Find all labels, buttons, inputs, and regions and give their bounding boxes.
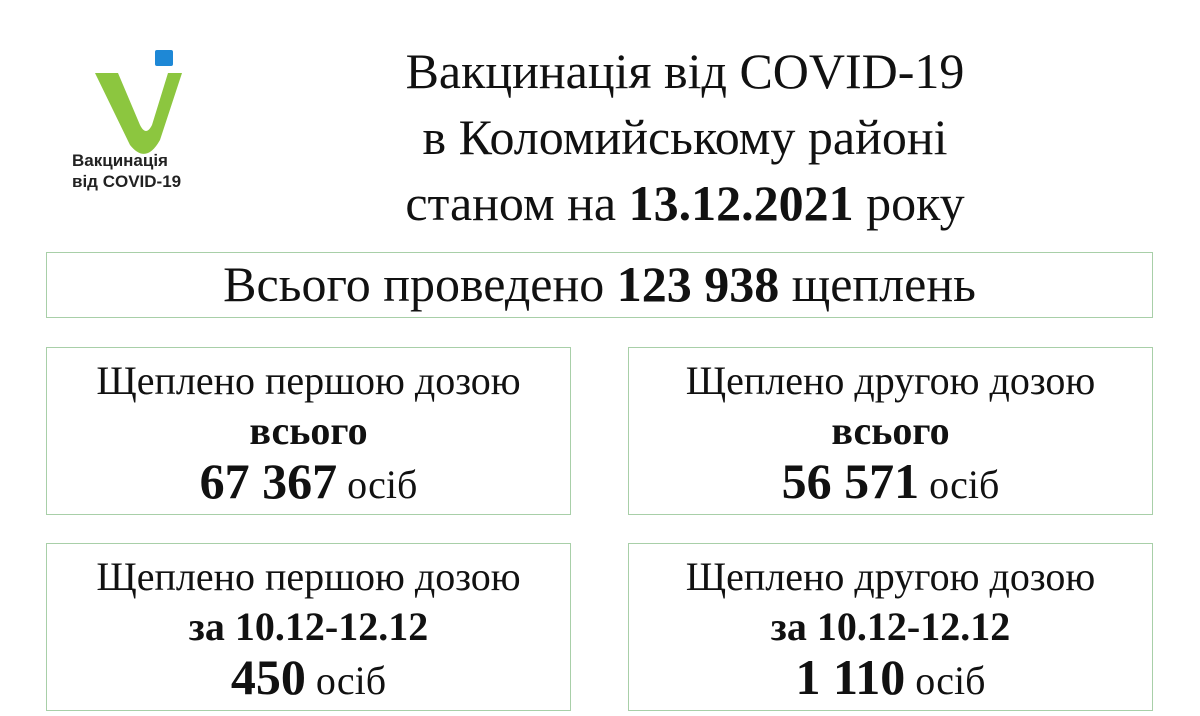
- card-period: всього: [249, 408, 368, 453]
- card-label: Щеплено першою дозою: [96, 358, 521, 403]
- card-unit: осіб: [315, 658, 387, 703]
- title-line1: Вакцинація від COVID-19: [405, 43, 965, 99]
- total-suffix: щеплень: [791, 256, 976, 312]
- vaccination-logo-icon: [95, 50, 182, 154]
- card-value: 1 110: [795, 649, 906, 705]
- title-prefix: станом на: [405, 175, 617, 231]
- second-dose-total-card: Щеплено другою дозою всього 56 571 осіб: [628, 347, 1153, 515]
- logo-line2: від COVID-19: [72, 172, 182, 191]
- first-dose-total-card: Щеплено першою дозою всього 67 367 осіб: [46, 347, 571, 515]
- title-line3: станом на 13.12.2021 року: [300, 170, 1070, 236]
- card-value: 56 571: [781, 453, 920, 509]
- logo-caption: Вакцинація від COVID-19: [72, 150, 181, 192]
- total-vaccinations-box: Всього проведено 123 938 щеплень: [46, 252, 1153, 318]
- card-unit: осіб: [929, 462, 1000, 507]
- title-line2: в Коломийському районі: [422, 109, 948, 165]
- card-value: 67 367: [199, 453, 338, 509]
- card-period: всього: [831, 408, 950, 453]
- total-prefix: Всього проведено: [223, 256, 605, 312]
- card-label: Щеплено першою дозою: [96, 554, 521, 599]
- card-period: за 10.12-12.12: [770, 604, 1011, 649]
- report-date: 13.12.2021: [628, 175, 854, 231]
- card-period: за 10.12-12.12: [188, 604, 429, 649]
- page-title: Вакцинація від COVID-19 в Коломийському …: [300, 38, 1070, 236]
- card-value: 450: [230, 649, 306, 705]
- card-label: Щеплено другою дозою: [685, 554, 1096, 599]
- card-label: Щеплено другою дозою: [685, 358, 1096, 403]
- card-unit: осіб: [347, 462, 418, 507]
- card-unit: осіб: [915, 658, 986, 703]
- first-dose-period-card: Щеплено першою дозою за 10.12-12.12 450 …: [46, 543, 571, 711]
- title-suffix: року: [866, 175, 965, 231]
- total-value: 123 938: [616, 256, 780, 312]
- logo-line1: Вакцинація: [72, 151, 168, 170]
- second-dose-period-card: Щеплено другою дозою за 10.12-12.12 1 11…: [628, 543, 1153, 711]
